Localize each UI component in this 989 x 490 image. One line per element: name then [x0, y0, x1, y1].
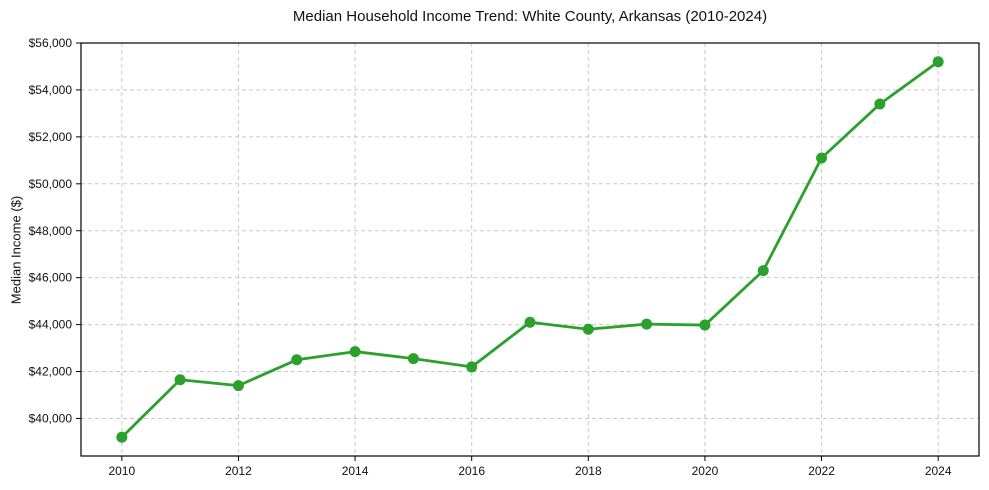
y-tick-label: $42,000 [29, 365, 73, 379]
y-tick-label: $44,000 [29, 318, 73, 332]
data-point-2016 [466, 361, 478, 373]
y-tick-label: $46,000 [29, 271, 73, 285]
data-point-2015 [407, 353, 419, 365]
data-point-2013 [291, 354, 303, 366]
data-point-2023 [874, 98, 886, 110]
data-point-2017 [524, 316, 536, 328]
data-point-2022 [816, 152, 828, 164]
x-tick-label: 2024 [925, 464, 952, 478]
axes-spines [80, 42, 980, 457]
y-tick-label: $50,000 [29, 177, 73, 191]
y-tick-label: $54,000 [29, 83, 73, 97]
data-point-2010 [116, 431, 128, 443]
y-tick-label: $48,000 [29, 224, 73, 238]
data-point-2011 [174, 374, 186, 386]
x-tick-label: 2020 [692, 464, 719, 478]
y-tick-label: $40,000 [29, 412, 73, 426]
y-tick-label: $56,000 [29, 36, 73, 50]
chart-title: Median Household Income Trend: White Cou… [292, 8, 768, 25]
data-point-2012 [232, 380, 244, 392]
data-point-2020 [699, 319, 711, 331]
y-tick-label: $52,000 [29, 130, 73, 144]
data-point-2018 [582, 323, 594, 335]
x-tick-label: 2012 [225, 464, 252, 478]
data-point-2014 [349, 346, 361, 358]
x-tick-label: 2010 [108, 464, 135, 478]
data-point-2021 [757, 265, 769, 277]
y-axis-label: Median Income ($) [8, 195, 24, 305]
x-tick-label: 2022 [808, 464, 835, 478]
x-tick-label: 2016 [458, 464, 485, 478]
x-tick-label: 2014 [342, 464, 369, 478]
data-point-2024 [932, 56, 944, 68]
plot-area [81, 43, 979, 456]
x-tick-label: 2018 [575, 464, 602, 478]
data-point-2019 [641, 318, 653, 330]
